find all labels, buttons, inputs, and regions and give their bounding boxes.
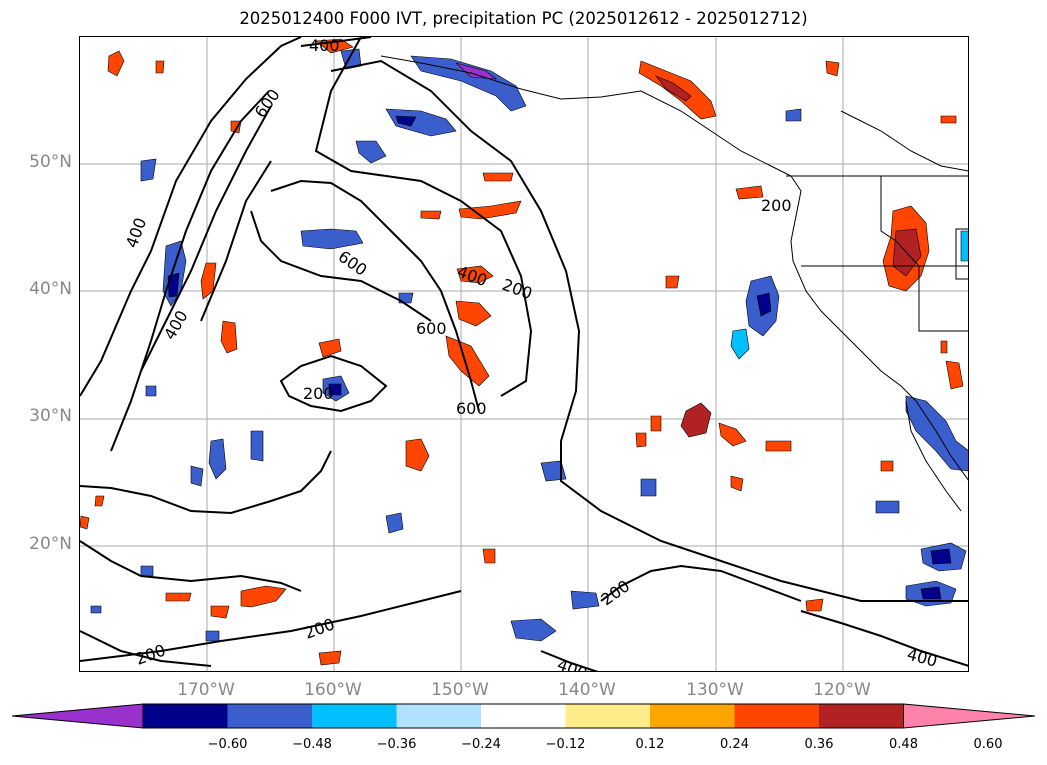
contour-label: 200 — [500, 275, 535, 303]
ivt-contours — [80, 37, 968, 671]
contour-label: 200 — [133, 640, 168, 668]
colorbar-tick-label: −0.24 — [461, 737, 501, 752]
colorbar-border — [142, 703, 904, 729]
map-panel: 400 600 200 400 600 400 200 600 400 600 … — [79, 36, 969, 672]
colorbar-segment — [396, 704, 481, 728]
lon-label-170w: 170°W — [177, 680, 235, 700]
lon-label-140w: 140°W — [558, 680, 616, 700]
contour-label: 400 — [160, 307, 192, 343]
colorbar-tick-label: 0.12 — [635, 737, 665, 752]
colorbar-segment — [819, 704, 904, 728]
colorbar-extend-low — [11, 703, 144, 729]
precip-positive — [80, 38, 964, 666]
colorbar-tick-label: 0.48 — [889, 737, 918, 752]
lon-label-120w: 120°W — [813, 680, 871, 700]
contour-label: 400 — [122, 215, 150, 250]
lat-label-30n: 30°N — [29, 406, 72, 426]
contour-label: 400 — [905, 645, 939, 671]
colorbar — [11, 703, 1036, 729]
colorbar-tick-label: 0.60 — [973, 737, 1003, 752]
contour-label: 400 — [555, 655, 590, 672]
lat-label-40n: 40°N — [29, 279, 72, 299]
colorbar-segment — [143, 704, 228, 728]
colorbar-tick-label: −0.48 — [292, 737, 332, 752]
contour-label: 400 — [309, 37, 340, 55]
colorbar-extend-high — [903, 703, 1036, 729]
colorbar-tick-label: 0.36 — [804, 737, 834, 752]
gridlines — [80, 37, 968, 671]
lat-label-50n: 50°N — [29, 152, 72, 172]
contour-label: 600 — [416, 319, 447, 338]
colorbar-tick-label: 0.24 — [720, 737, 749, 752]
colorbar-tick-label: −0.12 — [545, 737, 586, 752]
colorbar-segment — [565, 704, 650, 728]
coastlines — [380, 55, 968, 512]
contour-label: 200 — [761, 196, 792, 215]
colorbar-tick-label: −0.36 — [376, 737, 417, 752]
colorbar-tick-label: −0.60 — [207, 737, 248, 752]
lon-label-130w: 130°W — [686, 680, 744, 700]
contour-label: 200 — [303, 384, 334, 403]
lon-label-150w: 150°W — [431, 680, 489, 700]
colorbar-segment — [312, 704, 397, 728]
colorbar-segment — [227, 704, 312, 728]
map-title: 2025012400 F000 IVT, precipitation PC (2… — [239, 9, 808, 28]
contour-label: 600 — [335, 247, 371, 280]
contour-label: 600 — [251, 85, 284, 121]
map-canvas: 400 600 200 400 600 400 200 600 400 600 … — [80, 37, 968, 672]
precip-negative — [90, 48, 968, 642]
colorbar-segment — [734, 704, 819, 728]
contour-label: 200 — [597, 576, 633, 609]
contour-label: 600 — [456, 399, 487, 418]
contour-label: 400 — [455, 262, 490, 290]
lat-label-20n: 20°N — [29, 534, 72, 554]
lon-label-160w: 160°W — [304, 680, 362, 700]
colorbar-segment — [481, 704, 566, 728]
contour-label: 200 — [302, 614, 337, 642]
colorbar-segment — [650, 704, 735, 728]
